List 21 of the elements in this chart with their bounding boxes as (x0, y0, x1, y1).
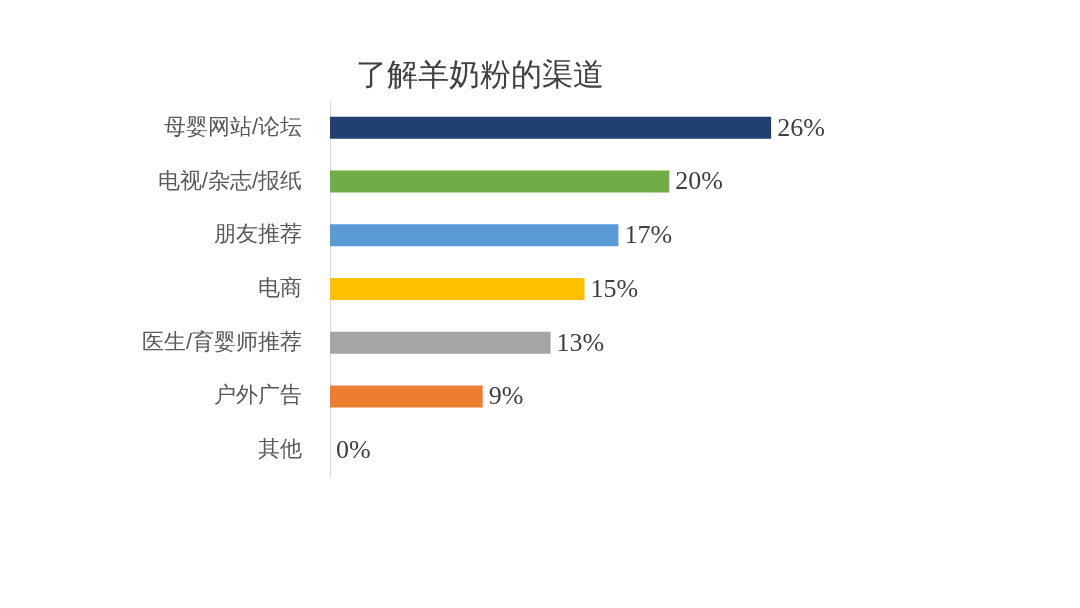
y-tick-label: 电商 (258, 275, 302, 301)
data-label: 17% (624, 220, 673, 250)
bar (330, 224, 619, 247)
data-label: 0% (336, 434, 371, 464)
bar (330, 277, 585, 301)
bar (330, 331, 551, 354)
data-label: 26% (777, 112, 825, 142)
bar (330, 116, 772, 139)
chart-title: 了解羊奶粉的渠道 (355, 56, 605, 94)
y-tick-label: 医生/育婴师推荐 (141, 328, 302, 354)
bar (330, 385, 483, 408)
data-label: 13% (556, 327, 605, 357)
y-tick-label: 其他 (258, 436, 302, 462)
y-tick-label: 母婴网站/论坛 (163, 113, 302, 139)
y-tick-label: 朋友推荐 (214, 221, 302, 247)
data-label: 15% (590, 273, 639, 303)
data-label: 9% (488, 381, 524, 411)
data-label: 20% (675, 166, 724, 196)
bar (330, 170, 670, 193)
y-tick-label: 户外广告 (214, 382, 302, 408)
y-tick-label: 电视/杂志/报纸 (157, 167, 302, 193)
